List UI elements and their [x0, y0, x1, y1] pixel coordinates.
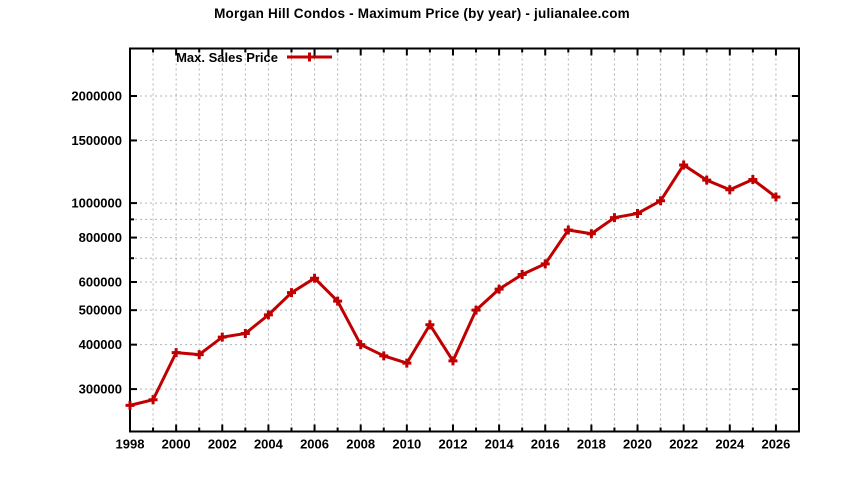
y-axis-tick-label: 300000	[79, 382, 122, 397]
data-point-1998	[125, 400, 135, 410]
plot-border	[129, 47, 800, 433]
data-point-2001	[194, 350, 204, 360]
data-point-2022	[679, 160, 689, 170]
data-point-2007	[333, 296, 343, 306]
data-point-2010	[402, 358, 412, 368]
data-point-2023	[702, 175, 712, 185]
data-point-2024	[725, 185, 735, 195]
data-point-2008	[356, 340, 366, 350]
data-point-2021	[656, 196, 666, 206]
data-point-2016	[540, 259, 550, 269]
data-point-2026	[771, 192, 781, 202]
x-axis-tick-label: 2002	[208, 437, 237, 452]
y-axis-tick-label: 800000	[79, 230, 122, 245]
data-point-2020	[633, 208, 643, 218]
data-point-2025	[748, 174, 758, 184]
data-point-2017	[563, 225, 573, 235]
x-axis-tick-label: 2018	[577, 437, 606, 452]
y-axis-tick-label: 1500000	[71, 133, 122, 148]
data-point-2005	[286, 288, 296, 298]
x-axis-tick-label: 2024	[715, 437, 745, 452]
x-axis-tick-label: 2020	[623, 437, 652, 452]
data-point-2006	[310, 273, 320, 283]
data-point-1999	[148, 395, 158, 405]
y-axis-tick-label: 1000000	[71, 196, 122, 211]
y-axis-tick-label: 2000000	[71, 89, 122, 104]
legend-label: Max. Sales Price	[176, 50, 278, 65]
x-axis-tick-label: 2014	[485, 437, 515, 452]
data-point-2004	[263, 310, 273, 320]
y-axis-tick-label: 500000	[79, 303, 122, 318]
data-point-2011	[425, 320, 435, 330]
legend-marker-sample	[305, 52, 314, 62]
data-point-2009	[379, 351, 389, 361]
chart-title: Morgan Hill Condos - Maximum Price (by y…	[214, 6, 630, 21]
x-axis-tick-label: 2010	[392, 437, 421, 452]
y-axis-tick-label: 600000	[79, 275, 122, 290]
data-point-2000	[171, 348, 181, 358]
data-point-2012	[448, 356, 458, 366]
data-point-2014	[494, 284, 504, 294]
data-point-2019	[609, 213, 619, 223]
x-axis-tick-label: 1998	[116, 437, 145, 452]
x-axis-tick-label: 2008	[346, 437, 375, 452]
data-point-2015	[517, 269, 527, 279]
x-axis-tick-label: 2000	[162, 437, 191, 452]
x-axis-tick-label: 2004	[254, 437, 284, 452]
x-axis-tick-label: 2016	[531, 437, 560, 452]
data-point-2018	[586, 229, 596, 239]
data-point-2003	[240, 328, 250, 338]
x-axis-tick-label: 2026	[761, 437, 790, 452]
x-axis-tick-label: 2022	[669, 437, 698, 452]
y-axis-tick-label: 400000	[79, 337, 122, 352]
x-axis-tick-label: 2006	[300, 437, 329, 452]
data-point-2013	[471, 305, 481, 315]
data-point-2002	[217, 332, 227, 342]
x-axis-tick-label: 2012	[439, 437, 468, 452]
